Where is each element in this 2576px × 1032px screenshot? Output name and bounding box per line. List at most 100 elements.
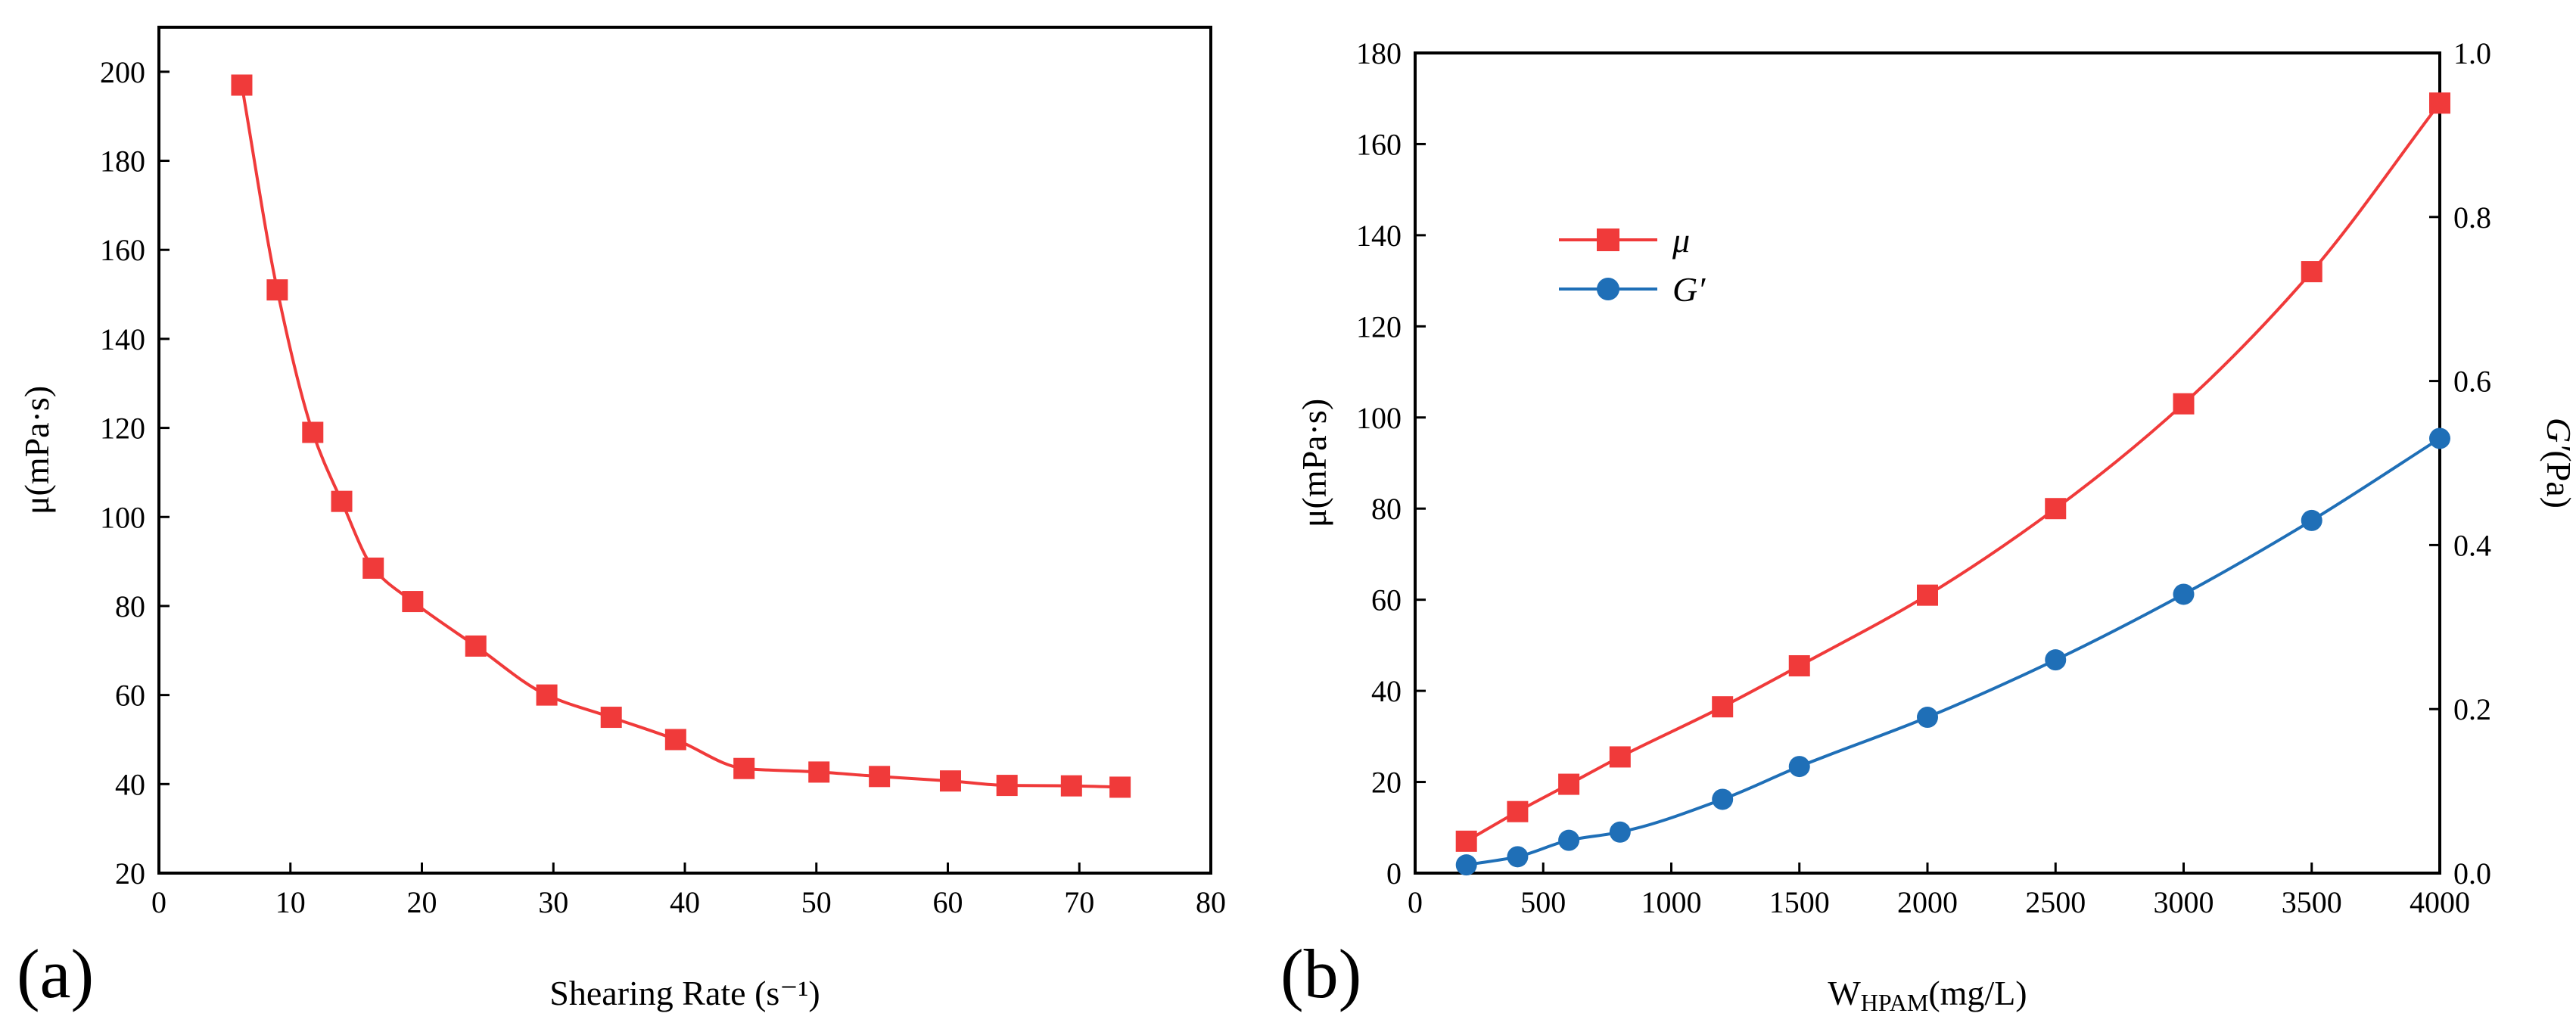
chart-a-point [302,421,324,443]
chart-b-xtick-label: 2500 [2025,885,2086,919]
chart-a-series [231,74,1131,798]
chart-a-ytick-label: 180 [100,145,145,179]
chart-b-mu-point [1558,773,1580,795]
chart-a-point [536,684,558,706]
chart-a-point [362,557,384,579]
chart-b-mu-point [1455,830,1477,852]
legend-g-label: G′ [1672,270,1706,309]
chart-b-xlabel: WHPAM(mg/L) [1828,974,2027,1016]
legend-g-marker [1597,278,1619,300]
chart-b-mu-point [1609,746,1631,768]
chart-b-ytick-label: 20 [1371,766,1402,800]
chart-b-ticks: 0 500 1000 1500 2000 2500 3000 3500 4000 0 20 40 60 8… [1356,36,2491,919]
chart-b-g-point [1788,756,1810,778]
chart-a-ytick-label: 80 [115,589,145,623]
chart-b-mu-point [1788,654,1810,676]
chart-b-mu-point [1917,584,1938,606]
chart-b-y2tick-label: 0.2 [2453,692,2491,726]
chart-a-point [1060,775,1082,797]
chart-a-ytick-label: 20 [115,856,145,891]
chart-b-y2tick-label: 0.8 [2453,200,2491,235]
chart-b-mu-point [2301,261,2322,283]
chart-b-ytick-label: 0 [1386,856,1402,891]
chart-a-point [331,490,353,512]
chart-b-ytick-label: 60 [1371,583,1402,617]
chart-b-ytick-label: 80 [1371,492,1402,526]
chart-a-series-line [240,85,1121,789]
chart-b-mu-point [2173,393,2195,415]
chart-a-point [939,770,961,792]
chart-a-xlabel: Shearing Rate (s⁻¹) [549,974,820,1012]
chart-b-y2label: G′(Pa) [2540,418,2576,508]
chart-b-g-point [2301,509,2322,531]
chart-a-point [600,707,622,729]
chart-b-ytick-label: 100 [1356,401,1402,435]
chart-b-ytick-label: 160 [1356,127,1402,161]
chart-a-point [664,729,686,751]
chart-a-xtick-label: 80 [1196,885,1226,919]
chart-b-g-point [1917,707,1938,729]
chart-a-panel-label: (a) [17,935,94,1012]
chart-b-frame [1414,51,2441,875]
chart-b-xtick-label: 3500 [2282,885,2342,919]
chart-a-point [402,591,424,613]
chart-a-point [266,279,288,301]
chart-b: 0 500 1000 1500 2000 2500 3000 3500 4000 0 20 40 60 8… [1280,36,2576,1016]
chart-b-g-point [1455,854,1477,876]
chart-b-mu-point [1507,800,1529,822]
chart-b-mu-point [2045,498,2067,520]
legend-mu-label: μ [1672,221,1690,260]
chart-b-g-point [2173,583,2195,605]
chart-b-y2tick-label: 0.6 [2453,365,2491,399]
chart-a-xtick-label: 10 [275,885,306,919]
chart-b-xtick-label: 1000 [1641,885,1702,919]
chart-b-ytick-label: 180 [1356,36,1402,70]
chart-a-ytick-label: 200 [100,55,145,89]
chart-b-y2tick-label: 0.4 [2453,528,2491,562]
chart-b-xtick-label: 2000 [1897,885,1958,919]
chart-b-legend: μ G′ [1559,221,1706,309]
chart-b-xtick-label: 4000 [2410,885,2470,919]
chart-b-y2tick-label: 1.0 [2453,36,2491,70]
chart-a-ytick-label: 160 [100,233,145,267]
chart-a-ytick-label: 100 [100,500,145,534]
chart-b-mu-point [1712,696,1734,718]
chart-b-ytick-label: 140 [1356,219,1402,253]
chart-a-xtick-label: 40 [670,885,700,919]
chart-b-g-point [1609,821,1631,843]
chart-a-xtick-label: 0 [151,885,166,919]
chart-b-mu-line [1465,101,2441,843]
chart-a-point [231,74,253,96]
chart-b-g-point [2045,649,2067,671]
chart-a-ytick-label: 120 [100,412,145,446]
chart-b-panel-label: (b) [1280,935,1361,1012]
chart-a-point [996,775,1018,797]
chart-a-ytick-label: 140 [100,322,145,356]
chart-b-g-point [2429,427,2450,449]
chart-a-point [465,635,487,657]
chart-a-point [808,761,830,783]
chart-b-series [1455,92,2450,876]
chart-a-ticks: 0 10 20 30 40 50 60 70 80 20 40 60 80 100 120 140 160 180… [100,55,1226,919]
chart-b-mu-point [2429,92,2450,114]
chart-b-g-point [1712,788,1734,810]
chart-a: 0 10 20 30 40 50 60 70 80 20 40 60 80 100 120 140 160 180… [17,26,1226,1012]
chart-b-xtick-label: 0 [1408,885,1423,919]
chart-a-xtick-label: 20 [407,885,437,919]
chart-b-xtick-label: 500 [1520,885,1566,919]
chart-a-xtick-label: 50 [801,885,832,919]
chart-b-xtick-label: 3000 [2154,885,2214,919]
chart-b-ytick-label: 120 [1356,309,1402,343]
chart-a-ylabel: μ(mPa·s) [17,386,56,514]
chart-b-y2tick-label: 0.0 [2453,856,2491,891]
chart-a-ytick-label: 60 [115,679,145,713]
chart-b-g-point [1507,846,1529,868]
chart-a-point [733,757,755,779]
chart-b-g-point [1558,829,1580,851]
chart-b-g-line [1466,437,2441,867]
chart-a-ytick-label: 40 [115,767,145,801]
chart-b-ylabel: μ(mPa·s) [1295,399,1333,527]
chart-a-point [869,766,891,788]
chart-a-xtick-label: 30 [538,885,568,919]
